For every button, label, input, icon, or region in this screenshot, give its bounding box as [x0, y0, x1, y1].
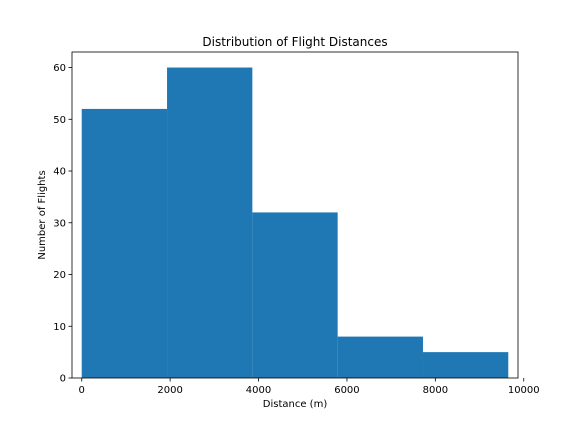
histogram-bar-4 — [422, 352, 509, 378]
y-tick-label-1: 10 — [53, 322, 66, 333]
x-tick-label-3: 6000 — [334, 385, 359, 396]
histogram-bar-3 — [337, 336, 423, 378]
chart-title: Distribution of Flight Distances — [202, 35, 387, 49]
y-tick-label-5: 50 — [53, 115, 66, 126]
y-tick-label-0: 0 — [60, 374, 66, 385]
y-tick-label-3: 30 — [53, 218, 66, 229]
y-tick-label-6: 60 — [53, 63, 66, 74]
y-axis-label: Number of Flights — [37, 170, 48, 259]
histogram-bar-0 — [81, 108, 168, 379]
y-tick-label-2: 20 — [53, 270, 66, 281]
histogram-bar-1 — [167, 67, 253, 379]
plot-frame — [71, 51, 519, 379]
x-tick-label-0: 0 — [79, 385, 85, 396]
x-axis-label: Distance (m) — [263, 399, 328, 410]
x-tick-label-2: 4000 — [246, 385, 271, 396]
histogram-bar-2 — [252, 212, 338, 378]
y-tick-label-4: 40 — [53, 167, 66, 178]
ticks-layer: 0 2000 4000 6000 8000 10000 0 10 20 30 40 50 60 — [53, 63, 539, 396]
x-tick-label-4: 8000 — [423, 385, 448, 396]
x-tick-label-5: 10000 — [508, 385, 540, 396]
bars-layer — [81, 67, 509, 379]
x-tick-label-1: 2000 — [157, 385, 182, 396]
